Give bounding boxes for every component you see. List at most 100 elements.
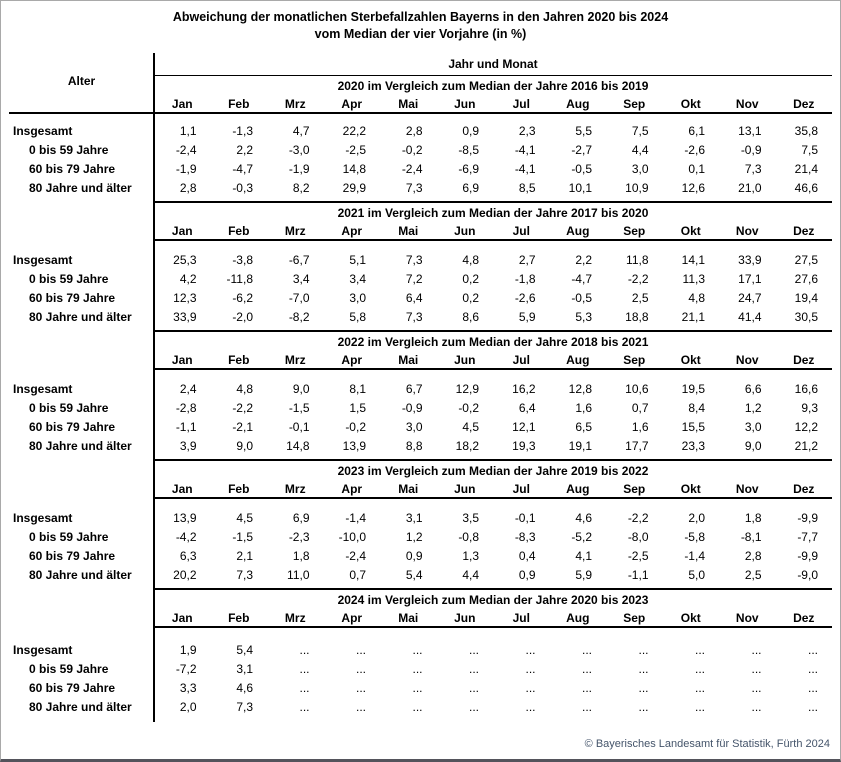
value-cell: 19,1: [568, 438, 592, 453]
value-cell: ...: [525, 680, 536, 695]
value-cell: -8,5: [458, 142, 479, 157]
month-header: Apr: [341, 481, 363, 496]
month-header: Dez: [793, 481, 815, 496]
value-cell: ...: [751, 642, 762, 657]
value-cell: -2,4: [401, 161, 423, 176]
value-cell: 14,8: [286, 438, 310, 453]
value-cell: -2,6: [684, 142, 705, 157]
value-cell: 11,3: [682, 271, 705, 286]
month-header: Apr: [341, 96, 363, 111]
value-cell: 2,8: [405, 123, 423, 138]
jahr-und-monat-row: Jahr und Monat: [9, 53, 832, 76]
month-header: Mrz: [284, 223, 306, 238]
months-row: Jan Feb Mrz Apr Mai Jun Jul Aug Sep Okt Nov Dez: [9, 609, 832, 626]
value-cell: 5,4: [405, 567, 423, 582]
value-cell: 2,8: [744, 548, 762, 563]
table-row: 60 bis 79 Jahre 12,3 -6,2 -7,0 3,0 6,4 0,2 -2,…: [9, 288, 832, 307]
month-header: Apr: [341, 352, 363, 367]
value-cell: 8,4: [688, 400, 705, 415]
value-cell: 19,4: [794, 290, 818, 305]
value-cell: -5,8: [684, 529, 705, 544]
value-cell: ...: [525, 661, 536, 676]
month-header: Okt: [680, 481, 701, 496]
value-cell: -8,0: [627, 529, 649, 544]
table-row: 60 bis 79 Jahre 6,3 2,1 1,8 -2,4 0,9 1,3 0,4 4,…: [9, 546, 832, 565]
value-cell: -2,2: [627, 271, 649, 286]
value-cell: ...: [299, 680, 310, 695]
value-cell: 2,5: [744, 567, 762, 582]
value-cell: 2,2: [575, 252, 592, 267]
table-row: Insgesamt 25,3 -3,8 -6,7 5,1 7,3 4,8 2,7 2,2 11,…: [9, 250, 832, 269]
value-cell: -0,3: [232, 180, 253, 195]
section-data-2022: Insgesamt 2,4 4,8 9,0 8,1 6,7 12,9 16,2 12,8 10,…: [9, 370, 832, 459]
month-header: Mrz: [284, 96, 306, 111]
header-rule-full: [9, 112, 832, 114]
value-cell: 1,2: [744, 400, 762, 415]
value-cell: 1,8: [292, 548, 310, 563]
table-row: 80 Jahre und älter 2,8 -0,3 8,2 29,9 7,3 6,9 8…: [9, 178, 832, 197]
month-header: Jul: [512, 352, 530, 367]
value-cell: ...: [807, 699, 818, 714]
value-cell: ...: [299, 642, 310, 657]
value-cell: ...: [468, 661, 479, 676]
value-cell: 7,3: [405, 309, 423, 324]
value-cell: -1,4: [684, 548, 705, 563]
value-cell: 1,1: [179, 123, 197, 138]
value-cell: -0,9: [740, 142, 762, 157]
month-header: Jan: [171, 223, 193, 238]
value-cell: 17,1: [738, 271, 762, 286]
row-label: 80 Jahre und älter: [29, 180, 132, 195]
table-row: 80 Jahre und älter 3,9 9,0 14,8 13,9 8,8 18,2…: [9, 436, 832, 455]
value-cell: -9,0: [797, 567, 818, 582]
value-cell: 27,5: [794, 252, 818, 267]
months-row: Jan Feb Mrz Apr Mai Jun Jul Aug Sep Okt Nov Dez: [9, 480, 832, 497]
value-cell: -1,8: [514, 271, 536, 286]
value-cell: 2,7: [518, 252, 536, 267]
value-cell: 6,9: [462, 180, 479, 195]
value-cell: 5,3: [575, 309, 592, 324]
month-header: Mai: [398, 223, 419, 238]
value-cell: -0,8: [458, 529, 479, 544]
value-cell: ...: [751, 661, 762, 676]
value-cell: 21,4: [794, 161, 818, 176]
table-row: Insgesamt 1,9 5,4........................…: [9, 640, 832, 659]
value-cell: 1,6: [575, 400, 592, 415]
value-cell: 8,6: [462, 309, 479, 324]
value-cell: 3,1: [405, 510, 423, 525]
row-label: 0 bis 59 Jahre: [29, 271, 109, 286]
value-cell: -1,9: [175, 161, 197, 176]
value-cell: -2,5: [345, 142, 366, 157]
value-cell: 3,0: [405, 419, 423, 434]
section-rule: [9, 459, 832, 461]
value-cell: ...: [638, 699, 649, 714]
value-cell: ...: [694, 642, 705, 657]
value-cell: ...: [581, 680, 592, 695]
month-header: Mrz: [284, 610, 306, 625]
month-header: Jan: [171, 610, 193, 625]
value-cell: -0,1: [514, 510, 536, 525]
value-cell: 4,7: [292, 123, 310, 138]
value-cell: -2,7: [571, 142, 592, 157]
month-header: Feb: [228, 223, 250, 238]
month-header: Mai: [398, 610, 419, 625]
month-header: Dez: [793, 223, 815, 238]
value-cell: ...: [751, 680, 762, 695]
value-cell: ...: [525, 642, 536, 657]
table-row: Insgesamt 13,9 4,5 6,9 -1,4 3,1 3,5 -0,1 4,6 -2,…: [9, 508, 832, 527]
year-header-row-2024: 2024 im Vergleich zum Median der Jahre 2…: [9, 590, 832, 609]
value-cell: 7,5: [801, 142, 818, 157]
value-cell: 15,5: [681, 419, 705, 434]
month-header: Aug: [566, 96, 590, 111]
row-label: 80 Jahre und älter: [29, 309, 132, 324]
value-cell: 35,8: [794, 123, 818, 138]
value-cell: 12,3: [173, 290, 197, 305]
label-column-spacer: [9, 95, 154, 112]
value-cell: 4,4: [462, 567, 479, 582]
section-data-2023: Insgesamt 13,9 4,5 6,9 -1,4 3,1 3,5 -0,1 4,6 -2,…: [9, 499, 832, 588]
table-row: 0 bis 59 Jahre -2,8 -2,2 -1,5 1,5 -0,9 -0,2 6,…: [9, 398, 832, 417]
year-header-row-2021: 2021 im Vergleich zum Median der Jahre 2…: [9, 203, 832, 222]
value-cell: -0,9: [401, 400, 423, 415]
value-cell: -8,3: [514, 529, 536, 544]
value-cell: 2,2: [236, 142, 253, 157]
row-label: 0 bis 59 Jahre: [29, 400, 109, 415]
